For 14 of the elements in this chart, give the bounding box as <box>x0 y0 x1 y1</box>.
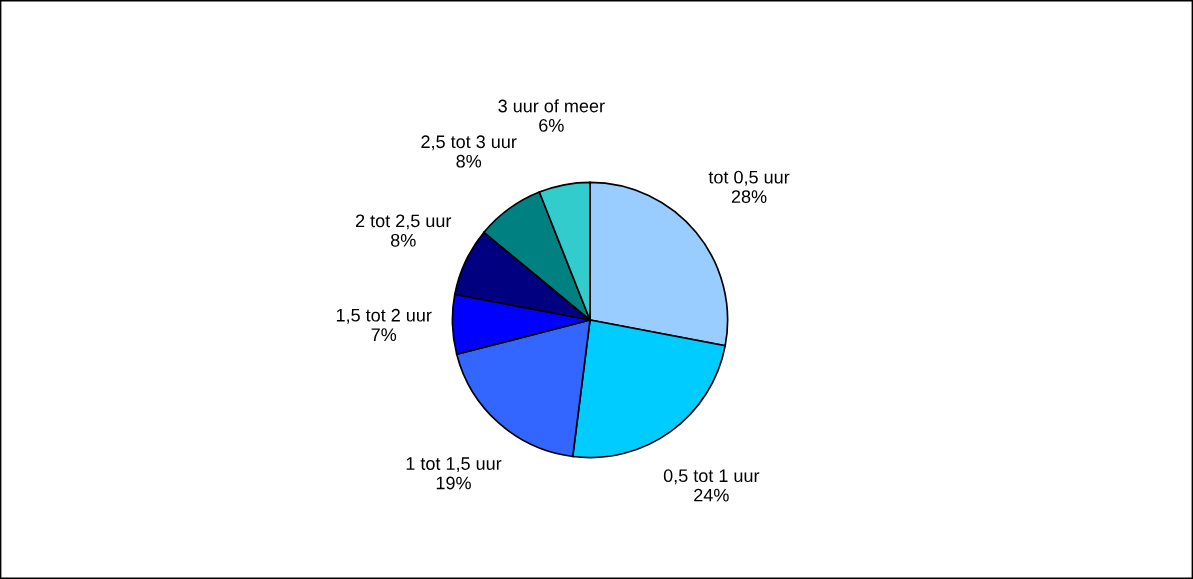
slice-label: 2,5 tot 3 uur <box>421 135 517 151</box>
data-label: 24% <box>694 488 729 502</box>
data-label: 8% <box>456 154 482 168</box>
data-label: 7% <box>371 328 397 341</box>
slice-label: 2 tot 2,5 uur <box>355 214 452 230</box>
data-label: 28% <box>731 190 767 204</box>
data-label: 19% <box>436 476 471 490</box>
data-label: 8% <box>390 233 416 247</box>
slice-label: 1 tot 1,5 uur <box>406 457 502 473</box>
slice-label: 0,5 tot 1 uur <box>663 469 760 485</box>
slice-label: tot 0,5 uur <box>708 170 790 186</box>
slice-label: 1,5 tot 2 uur <box>336 308 432 324</box>
slice-label: 3 uur of meer <box>498 99 605 113</box>
data-label: 6% <box>539 119 564 132</box>
